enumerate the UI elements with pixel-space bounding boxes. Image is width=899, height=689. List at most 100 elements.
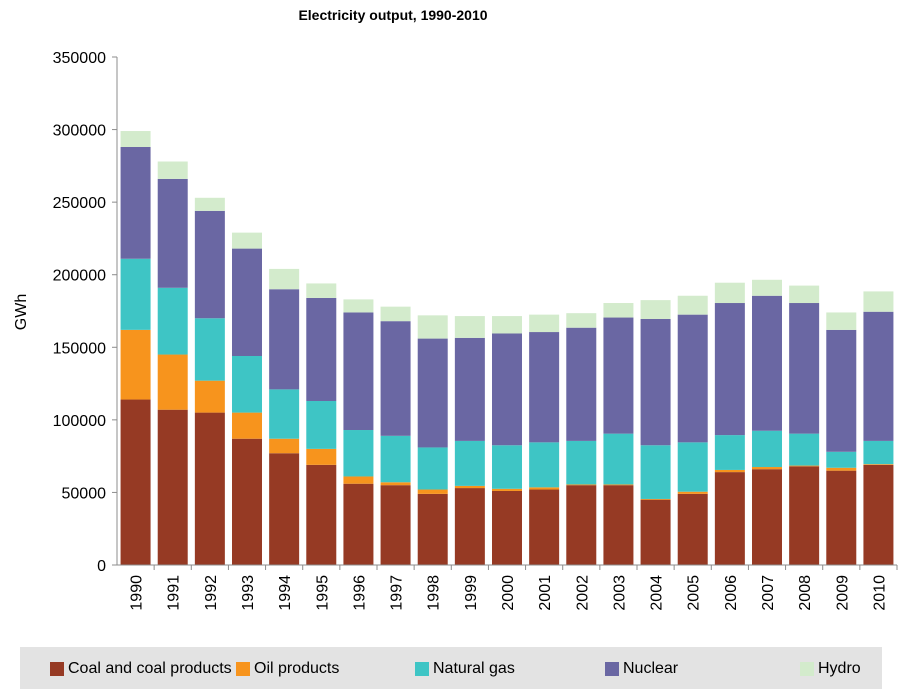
x-tick-label: 1997 xyxy=(389,575,406,611)
bar-segment-hydro-2008 xyxy=(789,285,820,304)
bar-segment-natural-gas-1990 xyxy=(120,258,151,330)
bar-segment-coal-and-coal-products-1995 xyxy=(306,464,337,565)
x-tick-label: 1991 xyxy=(166,575,183,611)
legend-label: Oil products xyxy=(254,660,340,677)
y-axis-label: GWh xyxy=(13,294,30,330)
bar-segment-oil-products-1995 xyxy=(306,448,337,465)
bar-segment-coal-and-coal-products-1999 xyxy=(454,488,485,565)
bar-segment-coal-and-coal-products-1992 xyxy=(194,412,225,565)
bar-segment-oil-products-1997 xyxy=(380,482,411,486)
bar-segment-coal-and-coal-products-1990 xyxy=(120,399,151,565)
bar-segment-nuclear-2003 xyxy=(603,317,634,434)
bar-segment-natural-gas-1999 xyxy=(454,440,485,486)
bar-segment-hydro-1998 xyxy=(417,315,448,339)
y-tick-label: 350000 xyxy=(53,50,106,67)
bar-segment-nuclear-1993 xyxy=(232,248,262,356)
bar-segment-natural-gas-2006 xyxy=(714,435,745,470)
y-tick-label: 0 xyxy=(97,558,106,575)
bar-series xyxy=(120,131,894,565)
bar-segment-oil-products-1998 xyxy=(417,489,448,494)
legend-item-oil-products: Oil products xyxy=(236,660,339,678)
bar-segment-nuclear-2002 xyxy=(566,327,597,441)
bar-segment-hydro-1995 xyxy=(306,283,337,298)
bar-segment-natural-gas-2003 xyxy=(603,433,634,485)
bar-segment-hydro-2006 xyxy=(714,282,745,304)
bar-segment-natural-gas-2007 xyxy=(752,430,782,468)
x-tick-label: 1993 xyxy=(240,575,257,611)
y-tick-label: 300000 xyxy=(53,123,106,140)
x-tick-label: 2004 xyxy=(649,575,666,611)
bar-segment-nuclear-1998 xyxy=(417,338,448,448)
bar-segment-hydro-1990 xyxy=(120,131,151,147)
bar-segment-coal-and-coal-products-1994 xyxy=(269,453,300,565)
x-tick-label: 2009 xyxy=(834,575,851,611)
bar-segment-nuclear-2005 xyxy=(677,314,708,443)
x-axis-ticks: 1990 1991 1992 1993 1994 1995 1996 1997 1998 1999… xyxy=(129,565,898,611)
x-tick-label: 2005 xyxy=(686,575,703,611)
bar-segment-nuclear-1990 xyxy=(120,146,151,259)
x-tick-label: 1999 xyxy=(463,575,480,611)
chart-legend: Coal and coal products Oil products Natura… xyxy=(20,647,882,689)
bar-segment-hydro-1993 xyxy=(232,232,262,249)
bar-segment-coal-and-coal-products-1998 xyxy=(417,493,448,565)
bar-segment-hydro-2000 xyxy=(492,316,522,334)
x-tick-label: 2000 xyxy=(500,575,517,611)
bar-segment-oil-products-2007 xyxy=(752,467,782,470)
legend-item-natural-gas: Natural gas xyxy=(415,660,515,678)
bar-segment-hydro-1999 xyxy=(454,316,485,338)
bar-segment-natural-gas-1997 xyxy=(380,435,411,483)
bar-segment-oil-products-1993 xyxy=(232,412,262,439)
bar-segment-coal-and-coal-products-2003 xyxy=(603,485,634,565)
bar-segment-natural-gas-1992 xyxy=(194,318,225,381)
x-tick-label: 1996 xyxy=(351,575,368,611)
bar-segment-hydro-2002 xyxy=(566,313,597,328)
legend-swatch xyxy=(605,662,619,676)
bar-segment-natural-gas-1994 xyxy=(269,389,300,439)
bar-segment-nuclear-1994 xyxy=(269,289,300,390)
bar-segment-hydro-1996 xyxy=(343,299,374,313)
bar-segment-natural-gas-1991 xyxy=(157,287,188,355)
bar-segment-natural-gas-2008 xyxy=(789,433,820,466)
x-tick-label: 1990 xyxy=(129,575,146,611)
bar-segment-hydro-2009 xyxy=(826,312,857,330)
bar-segment-hydro-1991 xyxy=(157,161,188,179)
bar-segment-oil-products-1990 xyxy=(120,329,151,400)
y-tick-label: 250000 xyxy=(53,195,106,212)
legend-swatch xyxy=(50,662,64,676)
bar-segment-coal-and-coal-products-2008 xyxy=(789,466,820,565)
bar-segment-oil-products-2001 xyxy=(529,487,560,490)
legend-item-coal-and-coal-products: Coal and coal products xyxy=(50,660,232,678)
bar-segment-oil-products-2004 xyxy=(640,498,671,500)
bar-segment-oil-products-2000 xyxy=(492,488,522,491)
bar-segment-hydro-2003 xyxy=(603,303,634,318)
legend-label: Coal and coal products xyxy=(68,660,232,677)
x-tick-label: 2008 xyxy=(797,575,814,611)
bar-segment-hydro-2007 xyxy=(752,279,782,296)
bar-segment-oil-products-2005 xyxy=(677,491,708,494)
bar-segment-natural-gas-1993 xyxy=(232,355,262,413)
bar-segment-nuclear-1996 xyxy=(343,312,374,431)
bar-segment-natural-gas-2005 xyxy=(677,442,708,492)
bar-segment-coal-and-coal-products-2002 xyxy=(566,485,597,565)
legend-label: Nuclear xyxy=(623,660,679,677)
bar-segment-natural-gas-1998 xyxy=(417,447,448,490)
x-tick-label: 2002 xyxy=(574,575,591,611)
bar-segment-nuclear-2007 xyxy=(752,295,782,431)
x-tick-label: 2007 xyxy=(760,575,777,611)
bar-segment-coal-and-coal-products-1997 xyxy=(380,485,411,565)
bar-segment-hydro-2010 xyxy=(863,291,894,312)
y-tick-label: 100000 xyxy=(53,413,106,430)
bar-segment-hydro-2001 xyxy=(529,314,560,333)
bar-segment-coal-and-coal-products-2010 xyxy=(863,464,894,565)
bar-segment-coal-and-coal-products-2009 xyxy=(826,470,857,565)
bar-segment-nuclear-1995 xyxy=(306,297,337,401)
bar-segment-oil-products-2003 xyxy=(603,484,634,486)
bar-segment-oil-products-2002 xyxy=(566,484,597,486)
bar-segment-nuclear-1992 xyxy=(194,210,225,319)
bar-segment-nuclear-1991 xyxy=(157,178,188,288)
bar-segment-coal-and-coal-products-2006 xyxy=(714,472,745,565)
y-tick-label: 200000 xyxy=(53,268,106,285)
bar-segment-nuclear-2009 xyxy=(826,329,857,452)
bar-segment-coal-and-coal-products-1993 xyxy=(232,438,262,565)
legend-label: Natural gas xyxy=(433,660,515,677)
